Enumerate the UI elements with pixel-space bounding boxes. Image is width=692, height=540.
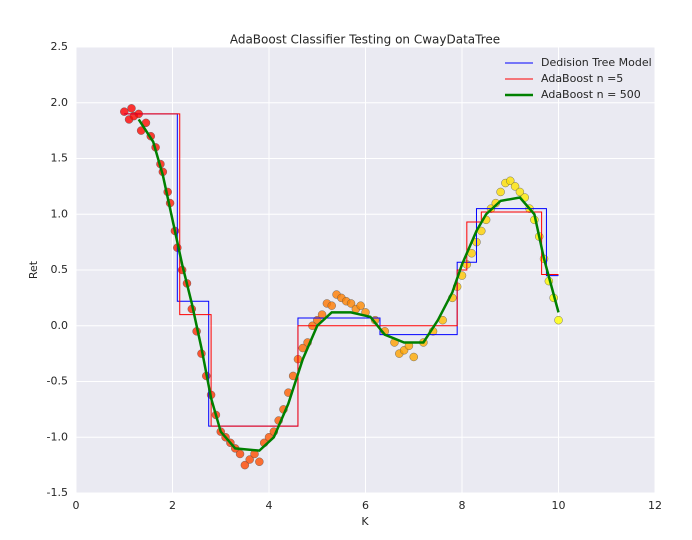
scatter-point bbox=[554, 315, 563, 325]
scatter-point bbox=[496, 187, 505, 197]
scatter-point bbox=[510, 182, 520, 191]
y-tick-label: 2.5 bbox=[51, 40, 69, 53]
x-tick-label: 2 bbox=[169, 499, 176, 512]
x-tick-label: 4 bbox=[266, 499, 273, 512]
scatter-point bbox=[409, 352, 418, 362]
scatter-point bbox=[506, 176, 515, 186]
scatter-point bbox=[356, 301, 365, 310]
scatter-point bbox=[235, 449, 245, 459]
scatter-point bbox=[127, 104, 136, 113]
scatter-point bbox=[245, 455, 254, 464]
scatter-point bbox=[317, 310, 327, 319]
chart-title: AdaBoost Classifier Testing on CwayDataT… bbox=[230, 33, 500, 47]
y-tick-label: -0.5 bbox=[47, 375, 68, 388]
x-tick-label: 6 bbox=[362, 499, 369, 512]
legend-label: Dedision Tree Model bbox=[541, 56, 652, 69]
y-tick-label: 2.0 bbox=[51, 96, 69, 109]
x-tick-label: 12 bbox=[648, 499, 662, 512]
x-axis-label: K bbox=[361, 515, 369, 528]
x-tick-label: 0 bbox=[73, 499, 80, 512]
y-tick-label: -1.5 bbox=[47, 486, 68, 499]
y-tick-label: 1.5 bbox=[51, 152, 69, 165]
y-tick-label: 0.5 bbox=[51, 263, 69, 276]
y-tick-label: 0.0 bbox=[51, 319, 69, 332]
y-axis-label: Ret bbox=[27, 260, 40, 279]
legend-label: AdaBoost n =5 bbox=[541, 72, 623, 85]
line-series bbox=[137, 118, 560, 452]
legend-label: AdaBoost n = 500 bbox=[541, 88, 641, 101]
scatter-point bbox=[255, 457, 264, 466]
scatter-point bbox=[515, 187, 525, 197]
line-series bbox=[124, 113, 559, 427]
scatter-point bbox=[240, 460, 250, 470]
x-tick-label: 8 bbox=[459, 499, 466, 512]
scatter-point bbox=[120, 107, 129, 116]
scatter-point bbox=[346, 299, 356, 308]
y-tick-label: -1.0 bbox=[47, 430, 68, 443]
x-tick-label: 10 bbox=[552, 499, 566, 512]
scatter-point bbox=[327, 301, 336, 310]
y-tick-label: 1.0 bbox=[51, 207, 69, 220]
